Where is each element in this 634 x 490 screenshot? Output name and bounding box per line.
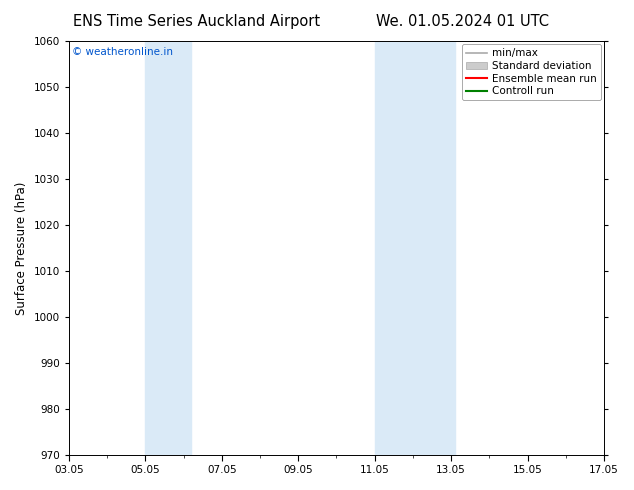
- Legend: min/max, Standard deviation, Ensemble mean run, Controll run: min/max, Standard deviation, Ensemble me…: [462, 44, 601, 100]
- Text: © weatheronline.in: © weatheronline.in: [72, 47, 172, 57]
- Bar: [375, 41, 455, 455]
- Text: ENS Time Series Auckland Airport: ENS Time Series Auckland Airport: [73, 14, 320, 29]
- Bar: [145, 41, 191, 455]
- Text: We. 01.05.2024 01 UTC: We. 01.05.2024 01 UTC: [377, 14, 549, 29]
- Y-axis label: Surface Pressure (hPa): Surface Pressure (hPa): [15, 181, 28, 315]
